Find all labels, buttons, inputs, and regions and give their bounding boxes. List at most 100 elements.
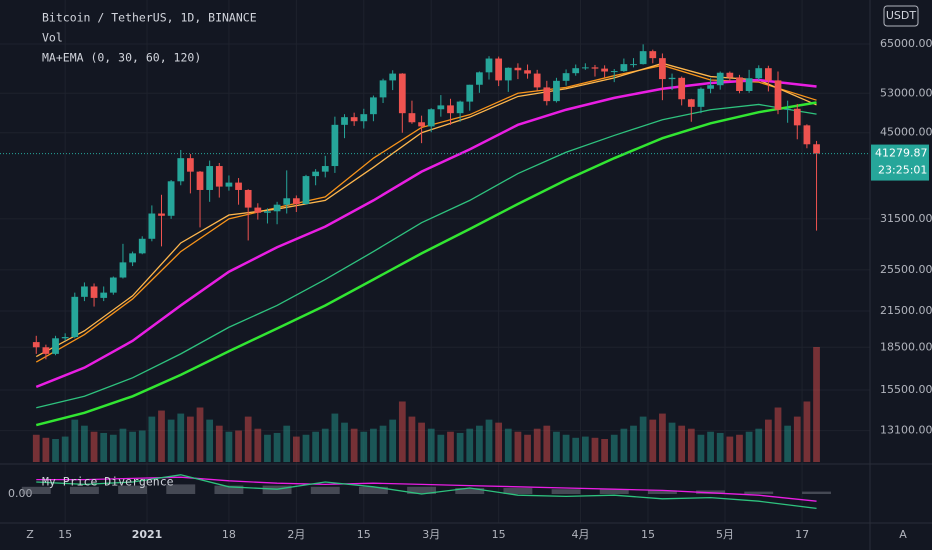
osc-histogram-bar <box>21 486 51 494</box>
candle-body <box>370 97 377 115</box>
volume-bar <box>610 434 618 462</box>
volume-bar <box>601 439 608 462</box>
auto-scale-button[interactable]: A <box>899 528 907 541</box>
candle-body <box>109 277 117 293</box>
volume-bar <box>774 407 782 462</box>
grid <box>0 0 870 523</box>
volume-bar <box>447 431 454 462</box>
y-tick-label: 65000.00 <box>880 37 932 50</box>
volume-bar <box>437 434 445 462</box>
volume-bar <box>755 428 763 462</box>
volume-bar <box>61 436 69 462</box>
osc-histogram-bar <box>744 491 774 494</box>
volume-bar <box>42 437 50 462</box>
volume-bar <box>659 413 666 462</box>
volume-bar <box>707 431 714 462</box>
osc-histogram-bar <box>455 488 485 494</box>
candle-body <box>601 68 608 72</box>
candle-body <box>148 213 156 239</box>
x-tick-label: 17 <box>795 528 809 541</box>
osc-histogram-bar <box>503 488 533 494</box>
candle-body <box>716 72 724 86</box>
volume-bar <box>784 425 792 462</box>
volume-bar <box>331 413 339 462</box>
candle-body <box>360 114 368 122</box>
candle-body <box>61 337 69 339</box>
bar-countdown: 23:25:01 <box>878 164 927 177</box>
osc-histogram-bar <box>407 486 437 494</box>
candle-body <box>774 80 782 110</box>
volume-bar <box>427 428 435 462</box>
volume-bar <box>562 434 570 462</box>
currency-label[interactable]: USDT <box>886 9 917 22</box>
x-tick-label: 4月 <box>572 528 590 541</box>
x-tick-label: 15 <box>641 528 655 541</box>
x-tick-label: 2月 <box>287 528 305 541</box>
candle-body <box>610 71 618 73</box>
candle-body <box>389 73 397 81</box>
volume-bar <box>765 419 772 462</box>
volume-bar <box>90 431 98 462</box>
x-tick-label: 18 <box>222 528 236 541</box>
volume-bar <box>495 422 503 462</box>
candle-body <box>447 105 454 114</box>
candle-body <box>100 292 108 298</box>
osc-histogram-bar <box>358 486 388 494</box>
candle-body <box>572 68 580 74</box>
candle-body <box>235 182 242 190</box>
candle-body <box>591 67 599 69</box>
currency-button[interactable]: USDT <box>883 5 919 27</box>
volume-bar <box>148 416 156 462</box>
volume-bar <box>803 401 811 462</box>
candle-body <box>379 80 387 98</box>
candle-body <box>514 67 522 71</box>
osc-histogram-bar <box>118 485 148 494</box>
volume-bar <box>514 431 522 462</box>
volume-bar <box>418 422 425 462</box>
osc-line <box>36 474 817 510</box>
volume-bar <box>283 425 291 462</box>
volume-bar <box>668 422 676 462</box>
volume-bar <box>321 428 329 462</box>
candle-body <box>668 77 676 80</box>
volume-bar <box>745 431 753 462</box>
volume-bar <box>109 434 117 462</box>
volume-bar <box>553 431 560 462</box>
candle-body <box>495 58 503 81</box>
y-tick-label: 31500.00 <box>880 212 932 225</box>
volume-bar <box>543 425 551 462</box>
volume-bar <box>736 434 743 462</box>
candle-body <box>52 338 59 354</box>
volume-bar <box>350 428 358 462</box>
osc-histogram-bar <box>166 484 196 494</box>
volume-bar <box>620 428 628 462</box>
volume-bar <box>726 436 734 462</box>
candle-body <box>264 211 271 213</box>
candle-body <box>784 108 792 110</box>
candle-body <box>341 117 348 125</box>
candle-body <box>553 80 560 102</box>
volume-bar <box>264 434 271 462</box>
volume-bar <box>273 432 281 462</box>
volume-bar <box>312 431 319 462</box>
candle-body <box>562 73 570 81</box>
volume-bar <box>341 422 348 462</box>
volume-bar <box>71 419 79 462</box>
y-tick-label: 13100.00 <box>880 424 932 437</box>
volume-bar <box>533 428 541 462</box>
volume-bar <box>225 431 233 462</box>
osc-histogram-bar <box>551 489 581 494</box>
candle-body <box>456 101 464 114</box>
oscillator-legend: My Price Divergence <box>42 475 174 489</box>
candle-body <box>466 84 474 102</box>
timezone-button[interactable]: Z <box>26 528 34 541</box>
volume-bar <box>158 410 165 462</box>
candle-body <box>350 117 358 122</box>
currency-box[interactable] <box>883 5 919 27</box>
volume-bar <box>32 434 40 462</box>
candle-body <box>678 77 686 100</box>
volume-bar <box>398 401 406 462</box>
candle-body <box>620 64 628 72</box>
candle-body <box>736 77 743 91</box>
